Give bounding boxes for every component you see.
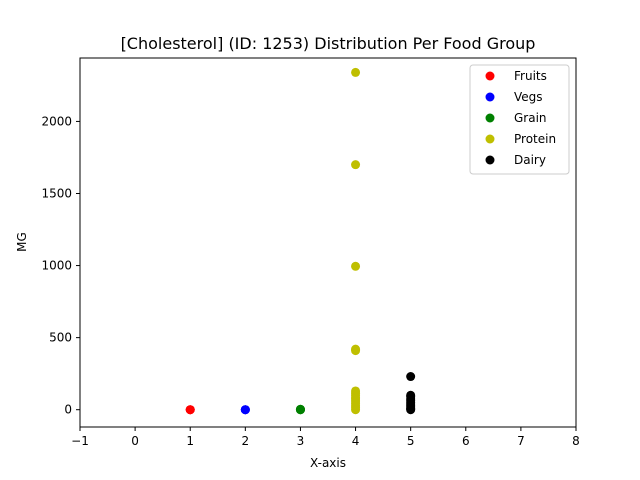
legend-item: Grain (485, 111, 547, 125)
y-tick-label: 500 (49, 331, 72, 345)
x-tick-label: 0 (131, 434, 139, 448)
legend-item: Fruits (485, 69, 547, 83)
x-tick-label: 1 (186, 434, 194, 448)
x-axis: −1 0 1 2 3 4 5 6 7 8 (71, 427, 580, 448)
data-point (185, 405, 195, 415)
legend-box (469, 64, 570, 175)
y-tick-label: 0 (64, 403, 72, 417)
x-tick-label: 2 (242, 434, 250, 448)
legend: Fruits Vegs Grain Protein Dairy (469, 64, 570, 175)
data-point (240, 405, 250, 415)
legend-label: Vegs (514, 90, 543, 104)
legend-label: Protein (514, 132, 556, 146)
y-tick-label: 2000 (41, 114, 72, 128)
data-point (295, 404, 305, 414)
x-tick-label: 4 (352, 434, 360, 448)
x-tick-label: 6 (462, 434, 470, 448)
data-point (351, 160, 361, 170)
axes-frame (79, 57, 577, 428)
legend-label: Dairy (514, 153, 546, 167)
series-fruits (185, 405, 195, 415)
plot-area (185, 67, 416, 415)
data-point (406, 372, 416, 382)
legend-item: Dairy (485, 153, 546, 167)
data-point (351, 405, 361, 415)
legend-label: Fruits (514, 69, 547, 83)
x-tick-label: 3 (297, 434, 305, 448)
legend-marker (485, 113, 495, 123)
data-point (351, 67, 361, 77)
y-axis: 0 500 1000 1500 2000 (41, 114, 80, 417)
legend-item: Vegs (485, 90, 543, 104)
data-point (351, 346, 361, 356)
x-tick-label: 7 (517, 434, 525, 448)
legend-marker (485, 71, 495, 81)
legend-label: Grain (514, 111, 547, 125)
x-tick-label: 8 (572, 434, 580, 448)
legend-item: Protein (485, 132, 556, 146)
series-grain (295, 404, 305, 415)
data-point (351, 261, 361, 271)
y-tick-label: 1500 (41, 186, 72, 200)
legend-marker (485, 155, 495, 165)
series-vegs (240, 405, 250, 415)
y-axis-label: MG (15, 232, 29, 252)
x-tick-label: −1 (71, 434, 89, 448)
x-tick-label: 5 (407, 434, 415, 448)
legend-marker (485, 134, 495, 144)
legend-marker (485, 92, 495, 102)
series-dairy (406, 372, 416, 415)
chart-title: [Cholesterol] (ID: 1253) Distribution Pe… (121, 34, 536, 53)
data-point (406, 405, 416, 415)
x-axis-label: X-axis (310, 456, 346, 470)
y-tick-label: 1000 (41, 259, 72, 273)
series-protein (351, 67, 361, 415)
